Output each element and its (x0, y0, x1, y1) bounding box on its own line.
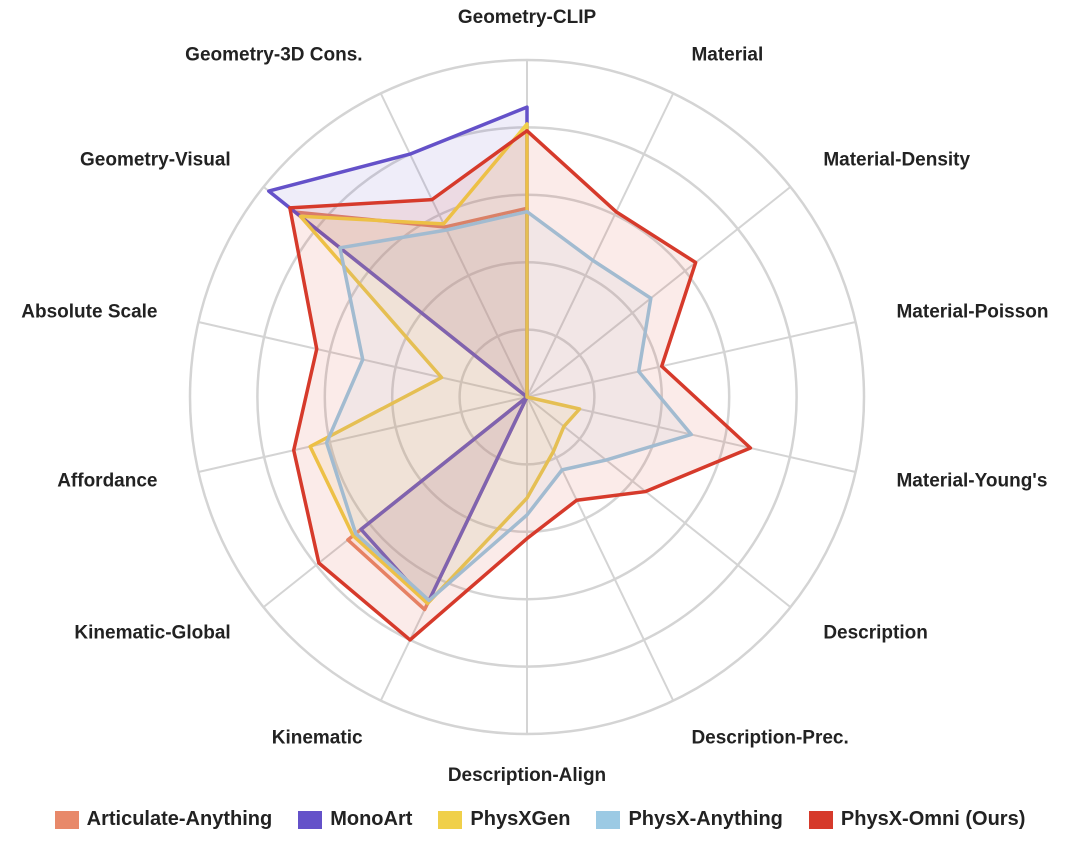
legend: Articulate-Anything MonoArt PhysXGen PhysX-… (0, 808, 1080, 831)
series-area (288, 129, 753, 642)
spoke (526, 396, 675, 702)
axis-label: Kinematic-Global (74, 622, 230, 643)
spoke (379, 92, 528, 398)
spoke (526, 186, 792, 398)
legend-swatch (596, 810, 621, 829)
legend-item[interactable]: Articulate-Anything (54, 808, 273, 831)
legend-label: PhysX-Anything (628, 808, 783, 830)
chart: Geometry-CLIP Material Material-Density Mat… (21, 7, 1048, 786)
axis-label: Affordance (57, 470, 157, 491)
legend-item[interactable]: PhysX-Anything (596, 808, 783, 831)
legend-swatch (54, 810, 79, 829)
spoke (526, 396, 792, 608)
axis-label: Material (691, 45, 763, 66)
axis-label: Description (823, 622, 928, 643)
axis-label: Absolute Scale (21, 302, 157, 323)
series-area (324, 209, 694, 603)
axis-label: Geometry-CLIP (458, 7, 597, 28)
legend-label: PhysX-Omni (Ours) (840, 808, 1026, 830)
spoke (526, 92, 675, 398)
axis-label: Geometry-3D Cons. (185, 45, 362, 66)
legend-item[interactable]: PhysX-Omni (Ours) (808, 808, 1026, 831)
series-area (267, 105, 529, 606)
legend-label: Articulate-Anything (86, 808, 273, 830)
legend-label: MonoArt (330, 808, 413, 830)
axis-label: Description-Prec. (691, 727, 848, 748)
legend-item[interactable]: MonoArt (298, 808, 412, 831)
legend-swatch (808, 810, 833, 829)
legend-label: PhysXGen (470, 808, 571, 830)
axis-label: Material-Young's (896, 470, 1047, 491)
axis-label: Material-Density (823, 150, 970, 171)
axis-label: Kinematic (272, 727, 363, 748)
spoke (526, 321, 856, 398)
legend-swatch (438, 810, 463, 829)
axis-label: Material-Poisson (896, 302, 1048, 323)
axis-label: Geometry-Visual (80, 150, 231, 171)
legend-swatch (298, 810, 323, 829)
spoke (198, 396, 528, 473)
legend-item[interactable]: PhysXGen (438, 808, 570, 831)
axis-label: Description-Align (448, 765, 606, 786)
